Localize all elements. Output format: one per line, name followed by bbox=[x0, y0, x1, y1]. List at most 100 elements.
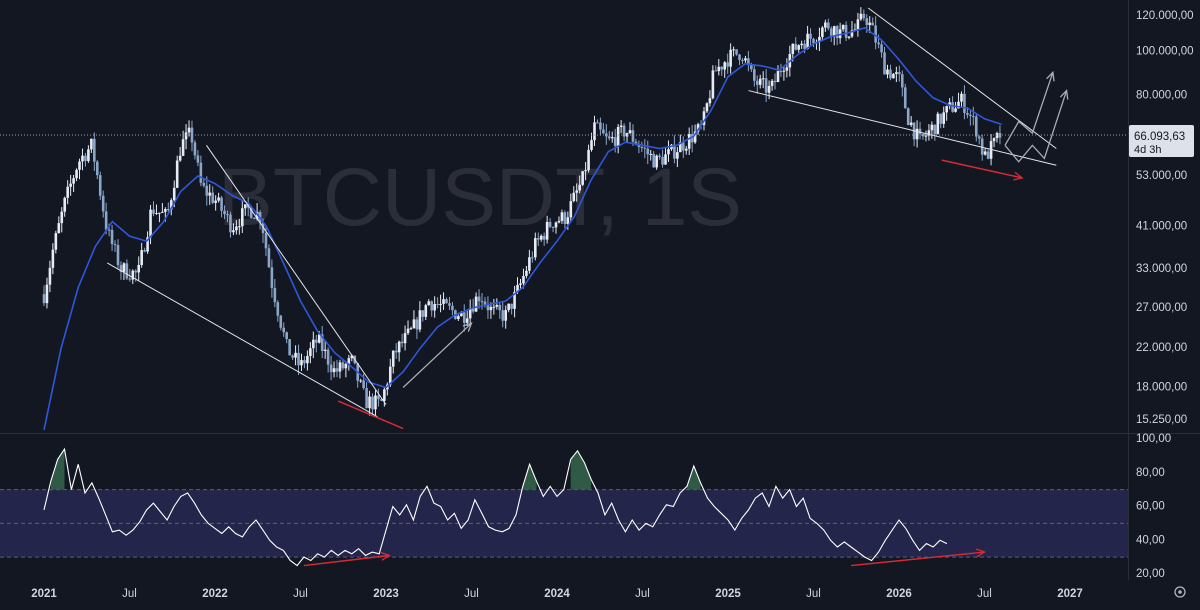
candle bbox=[116, 239, 120, 269]
candle-body bbox=[726, 62, 729, 67]
candle bbox=[451, 301, 454, 316]
candle bbox=[536, 232, 540, 246]
moving-average-line bbox=[43, 26, 1002, 431]
candle bbox=[859, 7, 863, 21]
rsi-divergence-arrow-2[interactable] bbox=[851, 548, 986, 567]
candle bbox=[933, 124, 937, 141]
candle bbox=[708, 90, 712, 107]
candle bbox=[282, 322, 286, 337]
candle-body bbox=[240, 208, 244, 227]
candle-body bbox=[421, 310, 425, 317]
price-divergence-arrow-1[interactable] bbox=[337, 400, 404, 430]
candle-body bbox=[835, 26, 839, 39]
candle-body bbox=[457, 316, 460, 320]
candle-body bbox=[288, 339, 291, 356]
candle bbox=[924, 130, 928, 142]
candle-body bbox=[69, 183, 72, 187]
candle-body bbox=[377, 395, 380, 400]
trendline-1[interactable] bbox=[107, 262, 378, 418]
candle bbox=[436, 297, 439, 309]
candle-body bbox=[125, 263, 129, 279]
candle-body bbox=[658, 155, 661, 157]
candle bbox=[388, 358, 392, 387]
candle-body bbox=[95, 161, 99, 176]
candle-body bbox=[708, 98, 712, 104]
candle bbox=[892, 72, 895, 79]
candle bbox=[841, 24, 845, 32]
candle bbox=[409, 326, 413, 330]
candle-body bbox=[578, 184, 581, 191]
candle-body bbox=[359, 380, 362, 382]
candle-body bbox=[60, 211, 64, 224]
candle-body bbox=[637, 144, 641, 147]
candle bbox=[424, 303, 428, 321]
candle bbox=[782, 65, 786, 81]
candle-body bbox=[282, 327, 286, 333]
projection-arrow-1[interactable] bbox=[402, 322, 473, 389]
price-axis-label: 41.000,00 bbox=[1136, 220, 1187, 232]
candle-body bbox=[175, 160, 179, 188]
candle bbox=[868, 16, 872, 34]
candle-body bbox=[306, 355, 309, 364]
candle-body bbox=[495, 304, 499, 307]
candle bbox=[738, 53, 741, 66]
candle-body bbox=[93, 138, 96, 162]
candle bbox=[602, 122, 605, 134]
candle-body bbox=[320, 334, 324, 352]
candle bbox=[711, 65, 715, 100]
rsi-axis-label: 100,00 bbox=[1136, 433, 1171, 445]
candle bbox=[930, 121, 934, 139]
candle-body bbox=[483, 301, 487, 305]
candle-body bbox=[226, 214, 229, 216]
projection-arrow-2[interactable] bbox=[1004, 70, 1055, 146]
candle bbox=[300, 353, 303, 372]
candle-body bbox=[323, 349, 327, 352]
candle-body bbox=[575, 190, 579, 193]
candle-body bbox=[619, 125, 623, 128]
candle-body bbox=[812, 38, 815, 44]
price-divergence-arrow-2[interactable] bbox=[941, 159, 1024, 181]
candle-body bbox=[223, 210, 226, 215]
trendline-2[interactable] bbox=[206, 145, 387, 405]
divergence-arrow-head bbox=[380, 551, 391, 561]
current-price-tag[interactable]: 66.093,63 4d 3h bbox=[1129, 125, 1194, 157]
trendline-4[interactable] bbox=[867, 7, 1057, 149]
candle bbox=[599, 117, 602, 136]
candle-body bbox=[717, 66, 721, 72]
candle-body bbox=[755, 80, 759, 85]
settings-gear-icon[interactable] bbox=[1174, 586, 1186, 598]
candle-body bbox=[309, 348, 312, 356]
candle bbox=[87, 145, 90, 163]
candle-body bbox=[465, 318, 469, 323]
candle bbox=[98, 171, 102, 200]
candle bbox=[386, 382, 389, 396]
candle bbox=[818, 27, 821, 52]
candle bbox=[303, 356, 306, 369]
candle-body bbox=[214, 200, 217, 203]
rsi-divergence-arrow-1[interactable] bbox=[303, 551, 391, 567]
candle-body bbox=[616, 127, 620, 146]
candle bbox=[637, 140, 641, 154]
candle bbox=[646, 140, 650, 165]
candle-body bbox=[735, 49, 738, 55]
projection-arrow-3[interactable] bbox=[1004, 89, 1069, 163]
candle bbox=[125, 259, 129, 281]
candle-body bbox=[471, 308, 475, 312]
time-axis-label: Jul bbox=[806, 588, 821, 600]
trendline-3[interactable] bbox=[748, 90, 1057, 166]
candle-body bbox=[113, 244, 117, 246]
candle bbox=[898, 65, 901, 82]
candle-body bbox=[966, 113, 969, 115]
candle bbox=[874, 16, 877, 50]
candle bbox=[421, 309, 425, 322]
candle bbox=[415, 316, 419, 339]
candle bbox=[131, 269, 135, 285]
time-axis-label: Jul bbox=[293, 588, 308, 600]
candle-body bbox=[164, 209, 167, 212]
candle bbox=[744, 55, 747, 63]
candle-body bbox=[489, 307, 493, 311]
candle bbox=[205, 176, 209, 206]
candle bbox=[238, 218, 241, 235]
